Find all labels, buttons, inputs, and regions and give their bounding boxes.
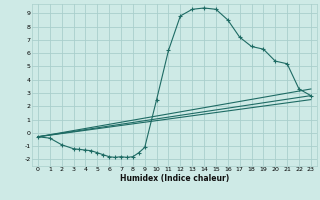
X-axis label: Humidex (Indice chaleur): Humidex (Indice chaleur) xyxy=(120,174,229,183)
